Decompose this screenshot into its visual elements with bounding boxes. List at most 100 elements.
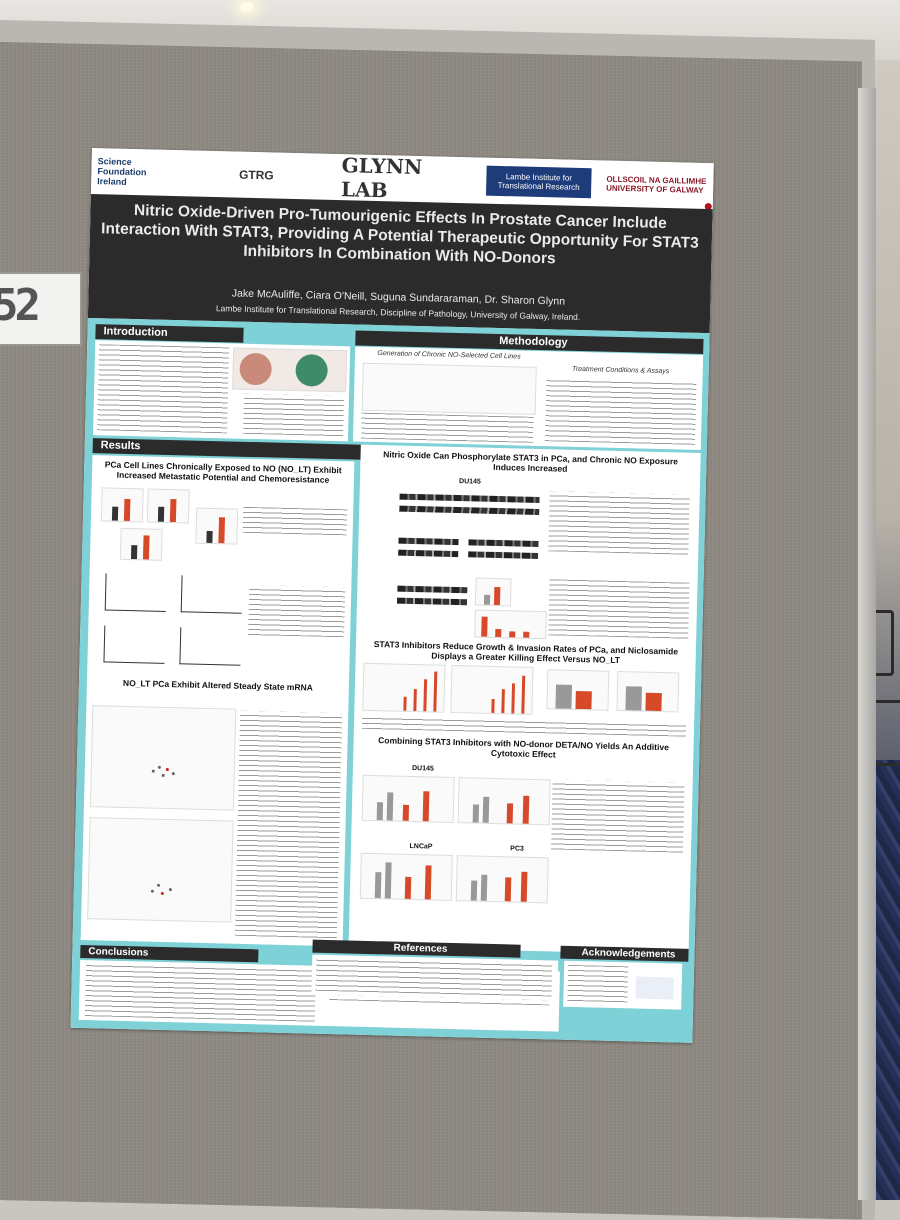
stat3-target-chart	[474, 609, 547, 640]
plot-point	[160, 891, 164, 895]
western-blot-band	[468, 551, 539, 560]
niclosamide-chart	[546, 669, 610, 711]
result-title-2: NO_LT PCa Exhibit Altered Steady State m…	[122, 677, 313, 693]
acknowledgements-text	[567, 964, 629, 1003]
plot-point	[168, 888, 172, 892]
chart-bar	[509, 631, 516, 638]
chart-bar	[157, 506, 165, 522]
figure-5-caption	[548, 579, 690, 639]
sfi-logo-small	[635, 976, 674, 1000]
chart-bar	[206, 530, 213, 544]
conclusions-text	[84, 964, 316, 1022]
tumour-illustration	[239, 352, 273, 386]
plot-point	[171, 772, 175, 776]
chart-bar	[482, 796, 490, 823]
western-blot-band	[399, 505, 540, 516]
invasion-time-chart	[450, 664, 534, 715]
plot-point	[156, 883, 161, 887]
result-title-3: Nitric Oxide Can Phosphorylate STAT3 in …	[383, 449, 679, 474]
chart-bar	[130, 545, 138, 560]
du145-combination-chart	[361, 774, 455, 824]
chart-bar	[522, 795, 530, 824]
result-title-4: STAT3 Inhibitors Reduce Growth & Invasio…	[373, 639, 679, 666]
chart-bar	[511, 683, 516, 714]
chart-bar	[625, 686, 643, 711]
chart-bar	[169, 499, 177, 523]
western-blot-band	[468, 539, 539, 548]
chart-bar	[374, 872, 382, 899]
figure-6-caption	[361, 714, 687, 737]
chart-bar	[123, 498, 131, 522]
western-blot-band	[396, 597, 468, 606]
poster-title: Nitric Oxide-Driven Pro-Tumourigenic Eff…	[100, 202, 699, 268]
chart-bar	[386, 792, 394, 821]
lncap-combination-chart	[359, 852, 453, 902]
western-blot-band	[398, 537, 459, 546]
method-subtitle-2: Treatment Conditions & Assays	[572, 365, 670, 376]
chart-bar	[376, 802, 384, 821]
pc3-combination-chart	[457, 777, 551, 826]
chart-bar	[520, 871, 528, 902]
introduction-panel	[92, 340, 351, 442]
colony-bar-chart	[195, 507, 239, 545]
methodology-panel: Generation of Chronic NO-Selected Cell L…	[352, 346, 704, 450]
du145-label: DU145	[458, 478, 481, 486]
method-subtitle: Generation of Chronic NO-Selected Cell L…	[377, 350, 521, 361]
chart-bar	[403, 696, 407, 711]
method-diagram	[361, 362, 537, 415]
introduction-side-text	[243, 393, 345, 437]
method-conditions-text	[544, 379, 697, 445]
du145-volcano-plot	[87, 817, 234, 923]
acknowledgements-header: Acknowledgements	[560, 945, 689, 962]
pc3-dose-curve-2	[103, 625, 166, 664]
western-blot-band	[397, 585, 468, 594]
western-blot-band	[399, 493, 540, 504]
board-number-tag: 52	[0, 272, 82, 346]
invasion-bar-chart	[146, 488, 190, 524]
migration-bar-chart	[100, 487, 144, 523]
proliferation-chart	[362, 662, 446, 713]
chart-bar	[491, 698, 495, 713]
ceiling-light	[240, 2, 254, 12]
figure-1-caption	[242, 506, 348, 536]
plot-point	[151, 769, 155, 773]
chart-bar	[402, 804, 410, 821]
lncap-bar-chart	[119, 527, 163, 561]
chart-bar	[504, 877, 512, 902]
chart-bar	[111, 506, 119, 521]
references-panel	[311, 954, 559, 1001]
chart-bar	[555, 684, 573, 709]
pc3-combination-chart-2	[455, 855, 549, 904]
du145-dose-curve	[180, 575, 243, 614]
chart-bar	[493, 586, 501, 606]
plot-point	[150, 889, 154, 893]
chart-bar	[645, 692, 662, 712]
chart-bar	[423, 679, 428, 712]
chart-bar	[575, 690, 592, 710]
pc3-dose-curve	[104, 573, 167, 612]
chart-bar	[506, 803, 514, 824]
chart-bar	[472, 804, 480, 823]
plot-point	[165, 767, 169, 772]
chart-bar	[521, 675, 526, 714]
pc3-volcano-plot	[89, 705, 237, 811]
chart-bar	[523, 631, 530, 638]
results-left-panel: PCa Cell Lines Chronically Exposed to NO…	[80, 455, 355, 947]
du145-label-2: DU145	[411, 765, 434, 773]
introduction-figure	[232, 347, 348, 393]
chart-bar	[424, 865, 432, 900]
western-blot-band	[398, 549, 459, 558]
figure-4-caption	[548, 491, 690, 555]
figure-7-caption	[550, 779, 685, 853]
plot-point	[161, 773, 165, 777]
pc3-label: PC3	[510, 845, 524, 853]
results-right-panel: Nitric Oxide Can Phosphorylate STAT3 in …	[348, 444, 701, 955]
chart-bar	[422, 791, 430, 822]
du145-dose-curve-2	[179, 627, 242, 666]
glynn-lab-logo: GLYNN LAB	[340, 153, 423, 203]
poster-body: Introduction Methodology Generation of C…	[70, 317, 710, 1043]
university-of-galway-logo: OLLSCOIL NA GAILLIMHE UNIVERSITY OF GALW…	[606, 174, 707, 195]
chart-bar	[483, 594, 491, 605]
chart-bar	[481, 616, 488, 637]
acknowledgements-panel	[563, 960, 683, 1010]
